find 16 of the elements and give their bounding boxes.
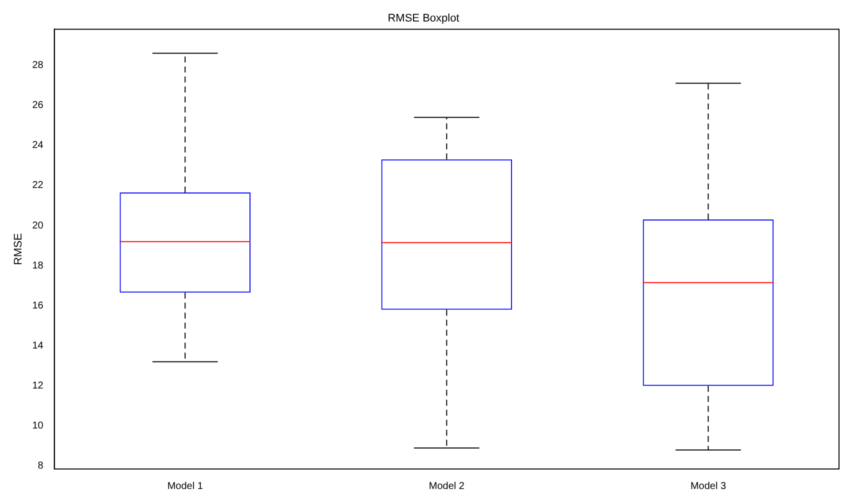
y-tick-label: 10 (32, 420, 44, 432)
y-tick-label: 18 (32, 260, 44, 272)
y-tick-label: 12 (32, 380, 44, 392)
y-tick-label: 24 (32, 140, 44, 152)
y-tick-label: 22 (32, 180, 44, 192)
y-axis-title: RMSE (12, 233, 25, 265)
x-tick-label: Model 3 (690, 480, 726, 492)
y-tick-label: 16 (32, 300, 44, 312)
chart-title: RMSE Boxplot (388, 12, 460, 25)
y-tick-label: 20 (32, 220, 44, 232)
y-tick-label: 26 (32, 100, 44, 112)
x-tick-label: Model 2 (428, 480, 465, 492)
y-tick-label: 8 (38, 460, 44, 472)
x-tick-label: Model 1 (167, 480, 204, 492)
y-tick-label: 28 (32, 60, 44, 72)
y-tick-label: 14 (32, 340, 44, 352)
